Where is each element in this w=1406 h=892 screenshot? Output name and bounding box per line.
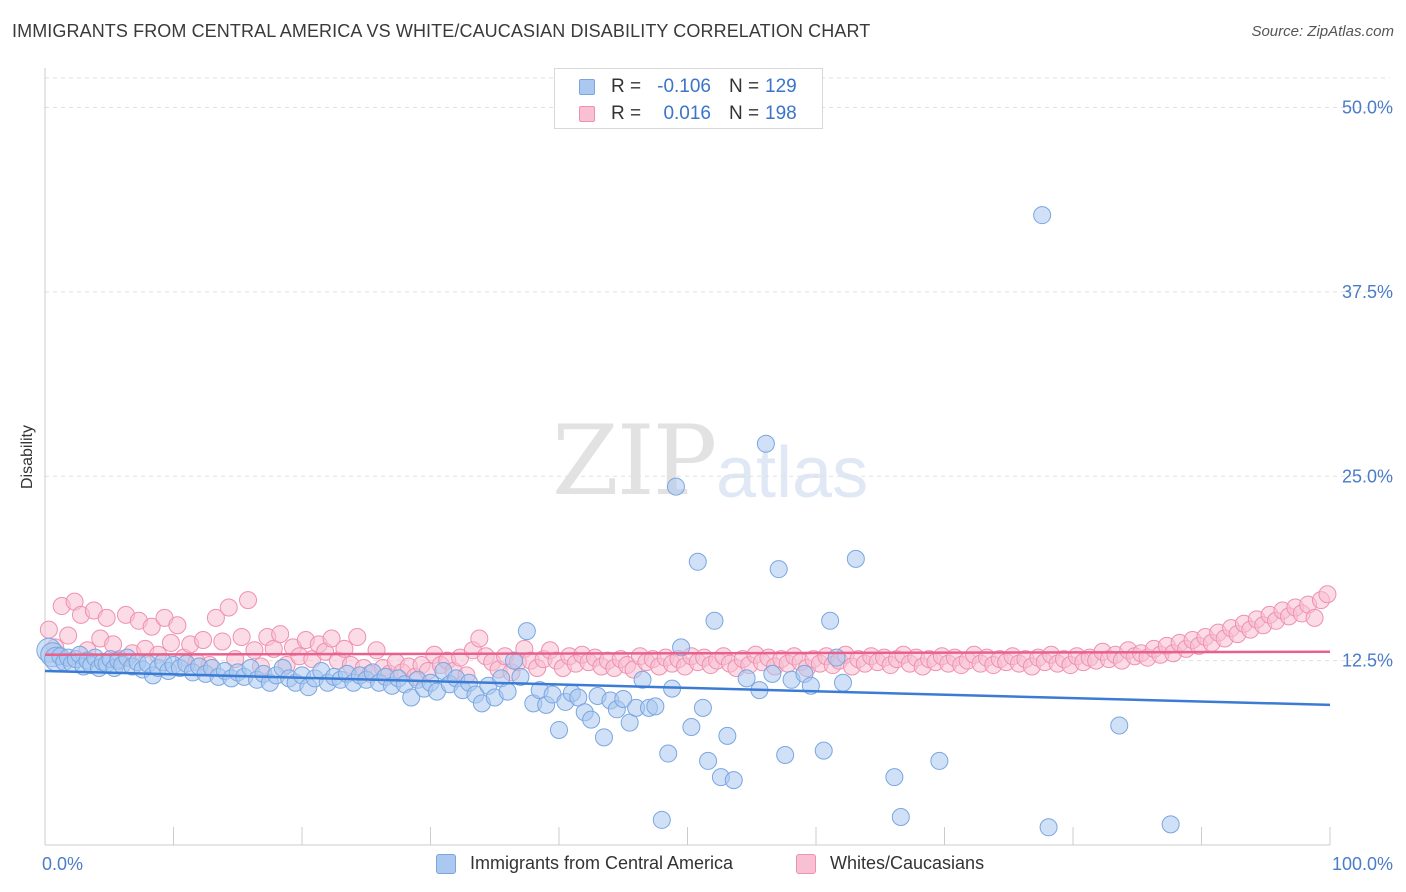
immigrants-point	[756, 434, 775, 453]
immigrants-point	[633, 670, 652, 689]
x-tick-label: 100.0%	[1332, 854, 1393, 874]
whites-point	[245, 641, 264, 660]
whites-point	[1318, 585, 1337, 604]
n-label: N =	[729, 76, 760, 97]
grid-lines	[45, 77, 1390, 662]
whites-point	[206, 608, 225, 627]
immigrants-point	[498, 682, 517, 701]
immigrants-point	[505, 651, 524, 670]
n-label: N =	[729, 103, 760, 124]
immigrants-point	[511, 667, 530, 686]
whites-point	[142, 617, 161, 636]
immigrants-point	[833, 673, 852, 692]
immigrants-point	[682, 718, 701, 736]
legend-row-whites: R = 0.016 N = 198	[555, 101, 822, 127]
n-value: 129	[765, 76, 797, 97]
x-tick-label: 0.0%	[42, 854, 83, 874]
whites-point	[59, 626, 78, 645]
whites-point	[322, 629, 341, 648]
whites-point	[232, 628, 251, 647]
immigrants-point	[1161, 815, 1180, 834]
y-tick-label: 37.5%	[1342, 282, 1393, 302]
blue-swatch	[579, 79, 595, 95]
r-value: -0.106	[657, 76, 711, 97]
immigrants-point	[594, 728, 613, 747]
immigrants-point	[699, 751, 718, 770]
whites-point	[271, 625, 290, 644]
tick-labels: 12.5% 25.0% 37.5% 50.0% 0.0% 100.0%	[42, 98, 1393, 875]
immigrants-point	[769, 560, 788, 579]
y-tick-label: 12.5%	[1342, 651, 1393, 671]
immigrants-point	[821, 611, 840, 630]
immigrants-point	[688, 552, 707, 571]
watermark-zip: ZIP	[552, 405, 717, 517]
whites-point	[470, 629, 489, 648]
immigrants-point	[672, 638, 691, 657]
n-value: 198	[765, 103, 797, 124]
immigrants-point	[763, 664, 782, 683]
immigrants-point	[846, 549, 865, 568]
whites-point	[168, 616, 187, 635]
immigrants-point	[891, 807, 910, 826]
immigrants-point	[666, 477, 685, 496]
series-legend: Immigrants from Central America Whites/C…	[0, 852, 1406, 878]
whites-point	[348, 628, 367, 647]
immigrants-trend-line	[44, 669, 1331, 707]
whites-point	[367, 641, 386, 660]
source-credit: Source: ZipAtlas.com	[1251, 23, 1394, 40]
immigrants-point	[659, 744, 678, 763]
legend-label: Whites/Caucasians	[830, 853, 985, 873]
r-value: 0.016	[663, 103, 711, 124]
immigrants-point	[652, 810, 671, 829]
correlation-legend: R = -0.106 N = 129 R = 0.016 N = 198	[554, 68, 823, 129]
blue-swatch	[436, 854, 456, 874]
immigrants-point	[693, 698, 712, 717]
immigrants-point	[614, 689, 633, 708]
y-tick-label: 25.0%	[1342, 466, 1393, 486]
immigrants-point	[885, 768, 904, 787]
pink-swatch	[579, 106, 595, 122]
immigrants-point	[1039, 818, 1058, 837]
whites-point	[219, 598, 238, 617]
immigrants-point	[550, 720, 568, 739]
immigrants-point	[517, 622, 536, 641]
trend-lines	[44, 650, 1331, 707]
whites-point	[239, 591, 258, 610]
legend-label: Immigrants from Central America	[470, 853, 734, 873]
r-label: R =	[611, 103, 642, 124]
immigrants-point	[737, 669, 756, 688]
chart-title: IMMIGRANTS FROM CENTRAL AMERICA VS WHITE…	[12, 21, 871, 41]
whites-point	[97, 608, 116, 627]
pink-swatch	[796, 854, 816, 874]
immigrants-point	[776, 746, 795, 765]
immigrants-point	[646, 697, 665, 716]
immigrants-point	[724, 771, 743, 790]
whites-trend-line	[44, 650, 1331, 656]
immigrants-point	[402, 688, 421, 707]
whites-point	[213, 632, 232, 651]
whites-point	[1305, 608, 1324, 627]
series-immigrants-points	[36, 206, 1180, 837]
immigrants-point	[930, 751, 949, 770]
whites-point	[194, 630, 213, 649]
immigrants-point	[1110, 716, 1129, 735]
immigrants-point	[718, 726, 737, 745]
legend-row-immigrants: R = -0.106 N = 129	[555, 74, 822, 100]
immigrants-point	[814, 741, 833, 760]
immigrants-point	[1033, 206, 1052, 225]
watermark-atlas: atlas	[716, 433, 869, 513]
immigrants-point	[705, 611, 724, 630]
immigrants-point	[582, 710, 601, 729]
r-label: R =	[611, 76, 642, 97]
whites-point	[161, 633, 180, 652]
whites-point	[39, 620, 58, 639]
axes	[44, 68, 1331, 846]
y-tick-label: 50.0%	[1342, 98, 1393, 118]
